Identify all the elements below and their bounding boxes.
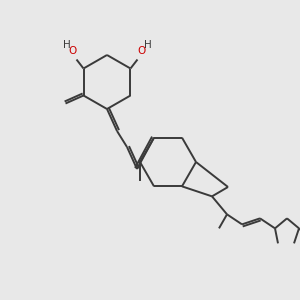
Text: H: H — [144, 40, 152, 50]
Text: O: O — [68, 46, 76, 56]
Text: O: O — [137, 46, 146, 56]
Text: H: H — [63, 40, 70, 50]
